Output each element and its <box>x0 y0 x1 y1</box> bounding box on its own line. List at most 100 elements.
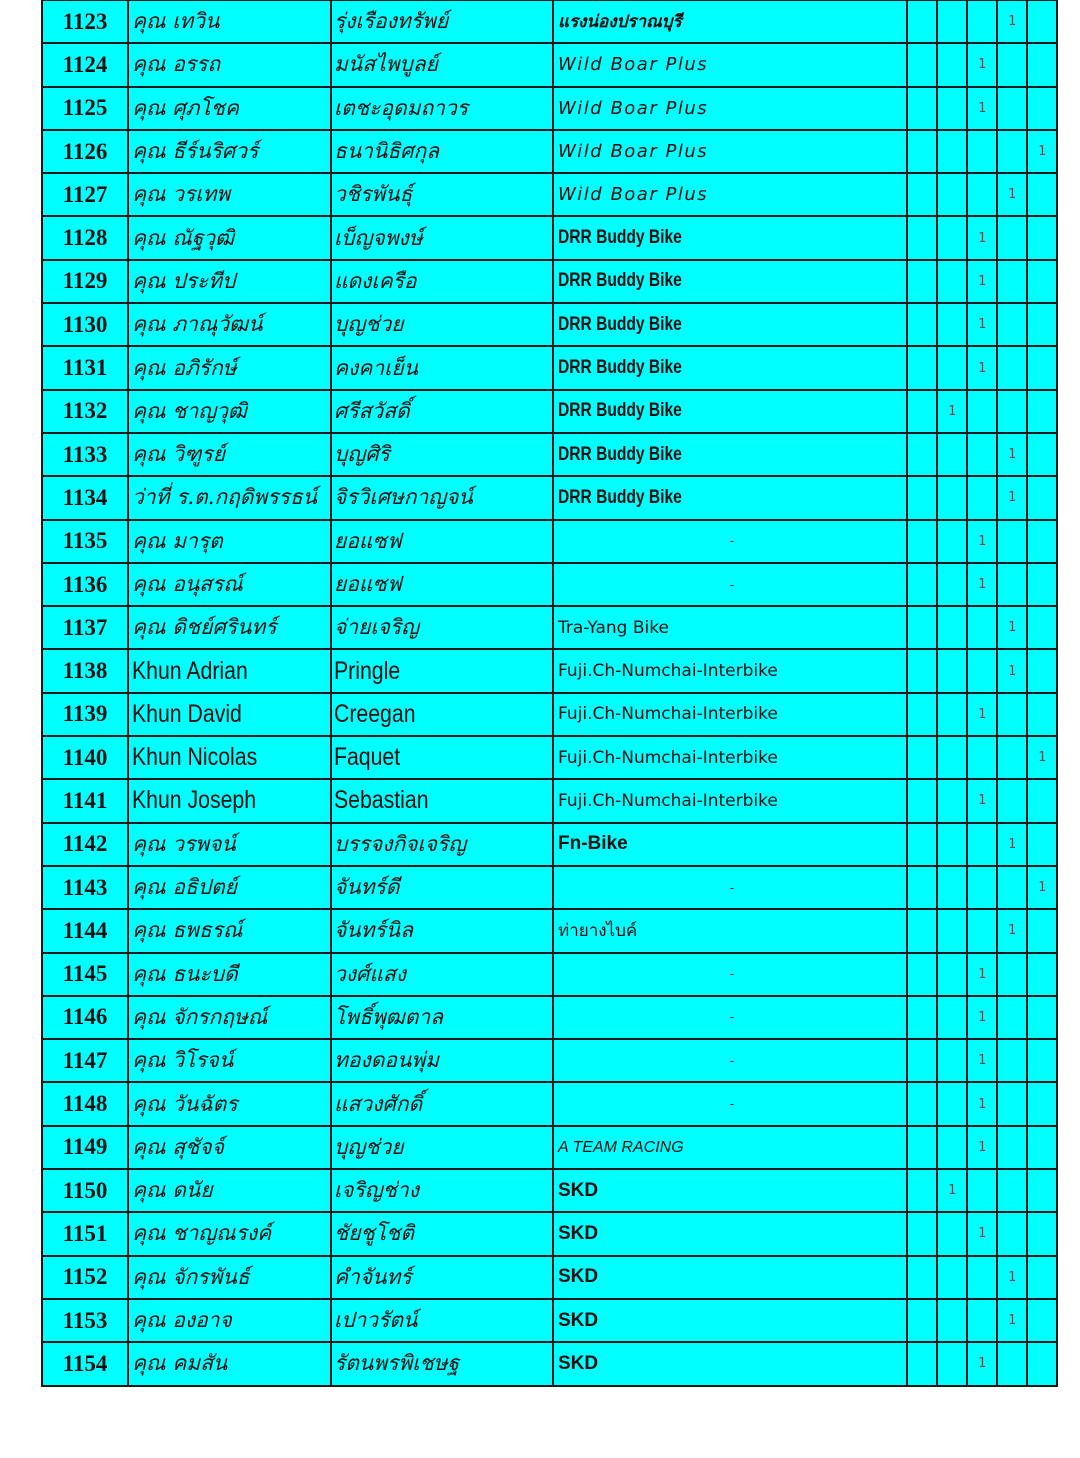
category-3-cell: 1 <box>966 85 998 131</box>
team-cell-text: SKD <box>558 1222 599 1244</box>
category-2-cell <box>936 1297 968 1344</box>
category-1-cell <box>906 1341 938 1387</box>
category-2-cell <box>936 345 968 391</box>
category-2-cell <box>936 85 968 131</box>
first-name-cell: คุณ วรเทพ <box>127 172 332 218</box>
category-3-cell: 1 <box>966 258 998 305</box>
category-3-cell <box>966 1297 998 1344</box>
rider-number-cell: 1134 <box>41 475 129 521</box>
rider-number-cell: 1130 <box>41 302 129 348</box>
category-4-cell <box>996 994 1028 1041</box>
category-1-cell <box>906 475 938 521</box>
first-name-cell-text: Khun Adrian <box>132 656 248 685</box>
category-1-cell <box>906 1124 938 1171</box>
category-2-cell: 1 <box>936 1168 968 1214</box>
category-2-cell <box>936 1081 968 1127</box>
category-4-cell: 1 <box>996 431 1028 478</box>
category-4-cell: 1 <box>996 172 1028 218</box>
category-1-cell <box>906 735 938 781</box>
category-5-cell <box>1026 431 1058 478</box>
table-row: 1133 คุณ วิฑูรย์ บุญศิริ DRR Buddy Bike 1 <box>41 431 1058 478</box>
last-name-cell: ยอแซฟ <box>330 518 554 564</box>
team-cell: - <box>552 561 908 608</box>
category-1-cell <box>906 1297 938 1344</box>
table-row: 1123 คุณ เทวิน รุ่งเรืองทรัพย์ แรงน่องปราณบ… <box>41 0 1058 45</box>
table-row: 1134 ว่าที่ ร.ต.กฤดิพรรธน์ จิรวิเศษกาญจน์ D… <box>41 475 1058 521</box>
team-cell: DRR Buddy Bike <box>552 345 908 391</box>
category-3-cell <box>966 648 998 694</box>
team-cell: DRR Buddy Bike <box>552 475 908 521</box>
category-1-cell <box>906 1038 938 1084</box>
team-cell: ท่ายางไบค์ <box>552 908 908 954</box>
category-5-cell <box>1026 518 1058 564</box>
table-row: 1128 คุณ ณัฐวุฒิ เบ็ญจพงษ์ DRR Buddy Bike 1 <box>41 215 1058 261</box>
rider-number-cell: 1143 <box>41 864 129 911</box>
category-3-cell: 1 <box>966 518 998 564</box>
category-4-cell <box>996 258 1028 305</box>
team-cell-text: DRR Buddy Bike <box>558 443 682 465</box>
first-name-cell: คุณ ณัฐวุฒิ <box>127 215 332 261</box>
category-1-cell <box>906 302 938 348</box>
last-name-cell: คำจันทร์ <box>330 1254 554 1300</box>
category-2-cell <box>936 215 968 261</box>
category-3-cell <box>966 1168 998 1214</box>
rider-number-cell: 1140 <box>41 735 129 781</box>
category-3-cell <box>966 388 998 434</box>
category-2-cell <box>936 994 968 1041</box>
rider-number-cell: 1136 <box>41 561 129 608</box>
category-1-cell <box>906 1254 938 1300</box>
team-cell: Fuji.Ch-Numchai-Interbike <box>552 691 908 738</box>
category-4-cell <box>996 1081 1028 1127</box>
team-cell: Wild Boar Plus <box>552 172 908 218</box>
category-4-cell: 1 <box>996 821 1028 867</box>
table-row: 1153 คุณ องอาจ เปาวรัตน์ SKD 1 <box>41 1297 1058 1344</box>
category-4-cell <box>996 951 1028 997</box>
category-4-cell <box>996 42 1028 88</box>
last-name-cell: แสวงศักดิ์ <box>330 1081 554 1127</box>
last-name-cell: เตชะอุดมถาวร <box>330 85 554 131</box>
last-name-cell: รุ่งเรืองทรัพย์ <box>330 0 554 45</box>
team-cell: SKD <box>552 1168 908 1214</box>
table-row: 1144 คุณ ธพธรณ์ จันทร์นิล ท่ายางไบค์ 1 <box>41 908 1058 954</box>
category-5-cell: 1 <box>1026 864 1058 911</box>
category-3-cell <box>966 605 998 651</box>
first-name-cell-text: Khun David <box>132 699 242 728</box>
category-3-cell <box>966 475 998 521</box>
last-name-cell: จิรวิเศษกาญจน์ <box>330 475 554 521</box>
table-row: 1145 คุณ ธนะบดี วงศ์แสง - 1 <box>41 951 1058 997</box>
category-3-cell: 1 <box>966 302 998 348</box>
category-2-cell <box>936 1038 968 1084</box>
first-name-cell: คุณ คมสัน <box>127 1341 332 1387</box>
last-name-cell: คงคาเย็น <box>330 345 554 391</box>
last-name-cell: จันทร์นิล <box>330 908 554 954</box>
table-row: 1139 Khun David Creegan Fuji.Ch-Numchai-Int… <box>41 691 1058 738</box>
team-cell: แรงน่องปราณบุรี <box>552 0 908 45</box>
team-cell: SKD <box>552 1341 908 1387</box>
table-row: 1138 Khun Adrian Pringle Fuji.Ch-Numchai-In… <box>41 648 1058 694</box>
last-name-cell: Sebastian <box>330 778 554 824</box>
table-row: 1141 Khun Joseph Sebastian Fuji.Ch-Numchai-… <box>41 778 1058 824</box>
category-3-cell: 1 <box>966 215 998 261</box>
category-3-cell: 1 <box>966 951 998 997</box>
team-cell-text: A TEAM RACING <box>558 1139 684 1157</box>
last-name-cell: จ่ายเจริญ <box>330 605 554 651</box>
rider-number-cell: 1148 <box>41 1081 129 1127</box>
category-2-cell <box>936 778 968 824</box>
team-cell-text: แรงน่องปราณบุรี <box>558 12 682 33</box>
category-3-cell: 1 <box>966 1124 998 1171</box>
team-cell: DRR Buddy Bike <box>552 388 908 434</box>
category-1-cell <box>906 1168 938 1214</box>
last-name-cell: Faquet <box>330 735 554 781</box>
team-cell-text: Wild Boar Plus <box>558 141 709 163</box>
team-cell-text: Fuji.Ch-Numchai-Interbike <box>558 704 778 725</box>
first-name-cell: คุณ ภาณุวัฒน์ <box>127 302 332 348</box>
team-cell: SKD <box>552 1254 908 1300</box>
last-name-cell-text: Faquet <box>334 743 401 772</box>
rider-number-cell: 1150 <box>41 1168 129 1214</box>
last-name-cell: ทองดอนพุ่ม <box>330 1038 554 1084</box>
category-5-cell <box>1026 85 1058 131</box>
rider-number-cell: 1127 <box>41 172 129 218</box>
last-name-cell: ยอแซฟ <box>330 561 554 608</box>
first-name-cell: คุณ ศุภโชค <box>127 85 332 131</box>
category-5-cell <box>1026 648 1058 694</box>
